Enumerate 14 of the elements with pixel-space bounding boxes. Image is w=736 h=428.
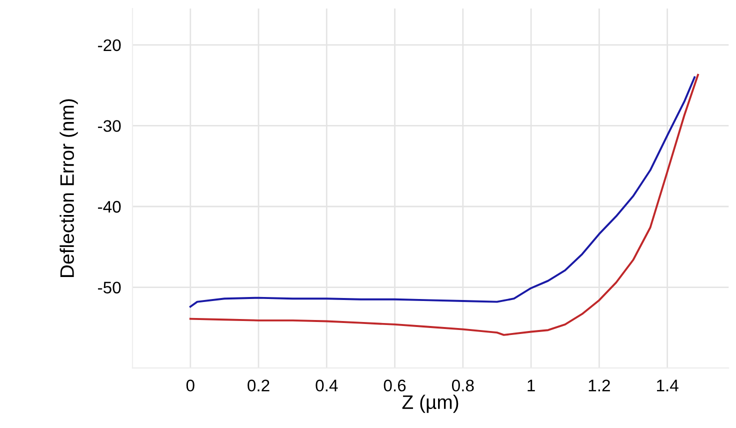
x-tick-label: 0.8 [452, 380, 474, 392]
x-tick-label: 0 [186, 380, 194, 392]
y-tick-label: -40 [98, 200, 121, 213]
y-axis-title: Deflection Error (nm) [60, 99, 78, 277]
y-tick-label: -20 [98, 39, 121, 52]
x-tick-label: 1.2 [588, 380, 610, 392]
x-tick-label: 0.6 [384, 380, 406, 392]
x-tick-label: 1 [528, 380, 535, 392]
x-tick-label: 0.2 [248, 380, 270, 392]
y-tick-label: -30 [98, 120, 121, 132]
y-tick-label: -50 [98, 282, 121, 294]
x-axis-title: Z (µm) [402, 394, 458, 413]
x-tick-label: 0.4 [316, 380, 338, 392]
x-tick-label: 1.4 [657, 380, 678, 392]
